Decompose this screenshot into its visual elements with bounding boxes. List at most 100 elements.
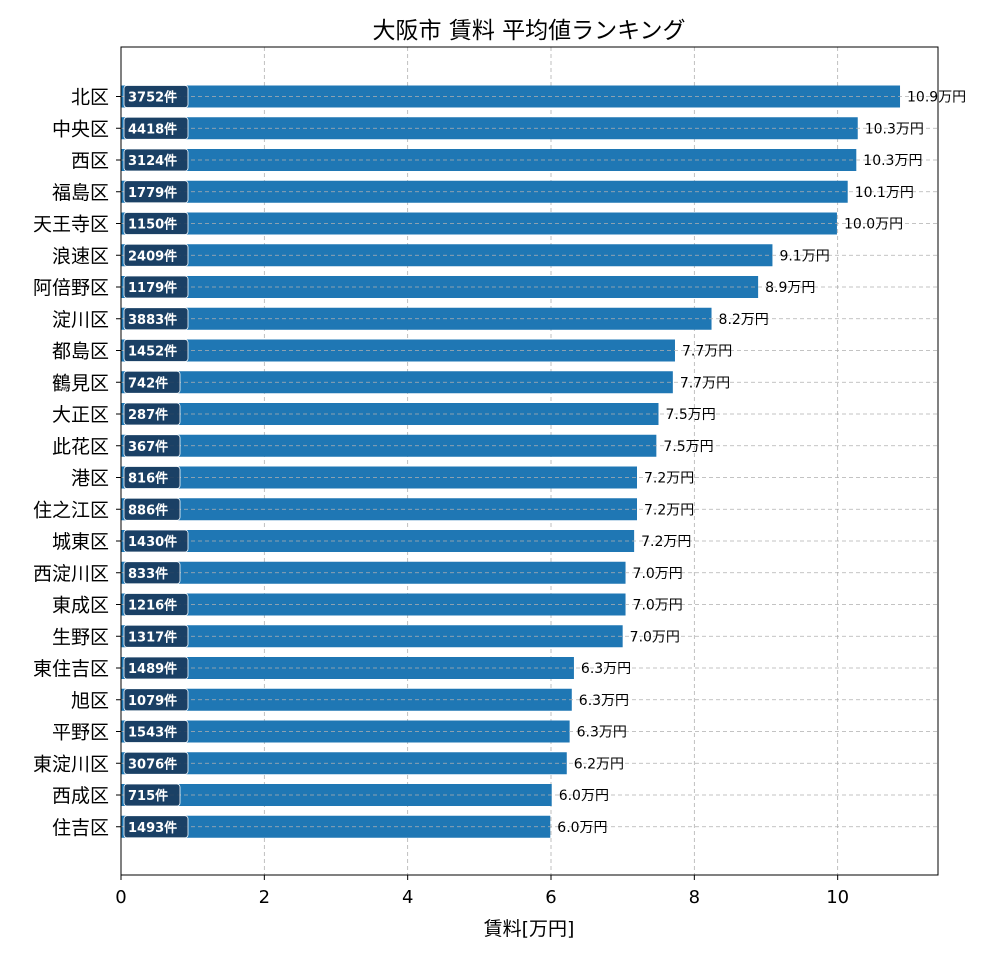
x-axis-label: 賃料[万円] bbox=[484, 918, 575, 940]
value-label: 8.9万円 bbox=[765, 280, 815, 296]
count-label: 2409件 bbox=[128, 248, 177, 264]
value-label: 6.3万円 bbox=[581, 661, 631, 677]
count-label: 1543件 bbox=[128, 725, 177, 741]
count-badge bbox=[123, 148, 189, 172]
y-tick-label: 此花区 bbox=[52, 436, 109, 458]
count-badge bbox=[123, 720, 189, 743]
count-label: 367件 bbox=[128, 439, 168, 455]
y-tick-label: 淀川区 bbox=[52, 309, 109, 331]
bar bbox=[121, 815, 551, 838]
count-badge bbox=[123, 85, 189, 108]
value-label: 6.2万円 bbox=[574, 756, 624, 772]
count-label: 287件 bbox=[128, 407, 168, 423]
count-badge bbox=[123, 656, 189, 680]
value-label: 10.3万円 bbox=[863, 153, 922, 169]
count-badge bbox=[123, 212, 189, 235]
count-label: 4418件 bbox=[128, 121, 177, 137]
bar bbox=[121, 117, 858, 140]
x-tick-label: 2 bbox=[259, 887, 270, 908]
value-label: 7.5万円 bbox=[666, 407, 716, 423]
value-label: 6.0万円 bbox=[559, 788, 609, 804]
y-tick-label: 福島区 bbox=[52, 182, 109, 204]
count-label: 886件 bbox=[128, 502, 168, 518]
count-badge bbox=[123, 815, 189, 839]
y-tick-label: 中央区 bbox=[52, 118, 109, 140]
count-badge bbox=[123, 243, 189, 267]
value-label: 10.1万円 bbox=[855, 185, 914, 201]
count-label: 1216件 bbox=[128, 598, 177, 614]
y-tick-label: 住吉区 bbox=[52, 817, 109, 839]
value-label: 10.9万円 bbox=[907, 90, 966, 106]
y-tick-label: 東成区 bbox=[52, 595, 109, 617]
value-label: 7.5万円 bbox=[663, 439, 713, 455]
y-tick-label: 住之江区 bbox=[33, 499, 109, 521]
count-badge bbox=[123, 497, 181, 521]
count-label: 1493件 bbox=[128, 820, 177, 836]
count-label: 1430件 bbox=[128, 534, 177, 550]
y-tick-label: 浪速区 bbox=[52, 245, 109, 267]
bar bbox=[121, 85, 901, 108]
axis-layer: 北区中央区西区福島区天王寺区浪速区阿倍野区淀川区都島区鶴見区大正区此花区港区住之… bbox=[33, 87, 849, 909]
count-badge bbox=[123, 116, 189, 140]
y-tick-label: 西成区 bbox=[52, 785, 109, 807]
count-label: 3076件 bbox=[128, 756, 177, 772]
count-badge bbox=[123, 688, 189, 712]
count-label: 3124件 bbox=[128, 153, 177, 169]
value-label: 7.0万円 bbox=[633, 566, 683, 582]
count-label: 1452件 bbox=[128, 344, 177, 360]
x-tick-label: 8 bbox=[689, 887, 700, 908]
grid-layer bbox=[120, 47, 839, 875]
count-badge bbox=[123, 370, 181, 394]
bar bbox=[121, 784, 552, 806]
y-tick-label: 平野区 bbox=[52, 722, 109, 744]
y-tick-label: 城東区 bbox=[52, 531, 109, 553]
bar bbox=[121, 752, 567, 775]
horizontal-grid-layer bbox=[121, 96, 938, 828]
value-label: 6.3万円 bbox=[579, 693, 629, 709]
count-badge bbox=[123, 402, 181, 426]
count-badge bbox=[123, 751, 189, 775]
y-tick-label: 鶴見区 bbox=[52, 372, 109, 394]
count-label: 715件 bbox=[128, 788, 168, 804]
value-label: 7.0万円 bbox=[633, 598, 683, 614]
y-tick-label: 北区 bbox=[71, 87, 109, 109]
value-label: 10.3万円 bbox=[865, 121, 924, 137]
y-tick-label: 大正区 bbox=[52, 404, 109, 426]
x-tick-label: 0 bbox=[115, 887, 126, 908]
bar bbox=[121, 530, 635, 552]
y-tick-label: 西区 bbox=[71, 150, 109, 172]
bar bbox=[121, 466, 637, 489]
y-tick-label: 東住吉区 bbox=[33, 658, 109, 680]
count-label: 742件 bbox=[128, 375, 168, 391]
value-label: 7.0万円 bbox=[630, 629, 680, 645]
bars-layer bbox=[121, 85, 901, 838]
bar bbox=[121, 180, 848, 203]
count-badge bbox=[123, 434, 181, 458]
value-label: 7.2万円 bbox=[644, 502, 694, 518]
count-label: 3883件 bbox=[128, 312, 177, 328]
value-label: 8.2万円 bbox=[719, 312, 769, 328]
count-badge bbox=[123, 180, 189, 204]
value-label: 7.7万円 bbox=[680, 375, 730, 391]
count-badge bbox=[123, 307, 189, 331]
value-label: 7.2万円 bbox=[641, 534, 691, 550]
y-tick-label: 阿倍野区 bbox=[33, 277, 109, 299]
count-label: 1489件 bbox=[128, 661, 177, 677]
bar bbox=[121, 625, 623, 648]
count-label: 1779件 bbox=[128, 185, 177, 201]
x-tick-label: 10 bbox=[826, 887, 849, 908]
count-label: 3752件 bbox=[128, 90, 177, 106]
count-badge bbox=[123, 593, 189, 616]
bar bbox=[121, 498, 637, 521]
count-label: 1150件 bbox=[128, 217, 177, 233]
count-badge bbox=[123, 339, 189, 362]
count-label: 816件 bbox=[128, 471, 168, 487]
value-label: 6.3万円 bbox=[577, 725, 627, 741]
value-label: 10.0万円 bbox=[844, 217, 903, 233]
x-tick-label: 6 bbox=[545, 887, 556, 908]
y-tick-label: 都島区 bbox=[52, 341, 109, 363]
y-tick-label: 旭区 bbox=[71, 690, 109, 712]
chart-title: 大阪市 賃料 平均値ランキング bbox=[373, 18, 686, 44]
count-badge bbox=[123, 561, 181, 585]
